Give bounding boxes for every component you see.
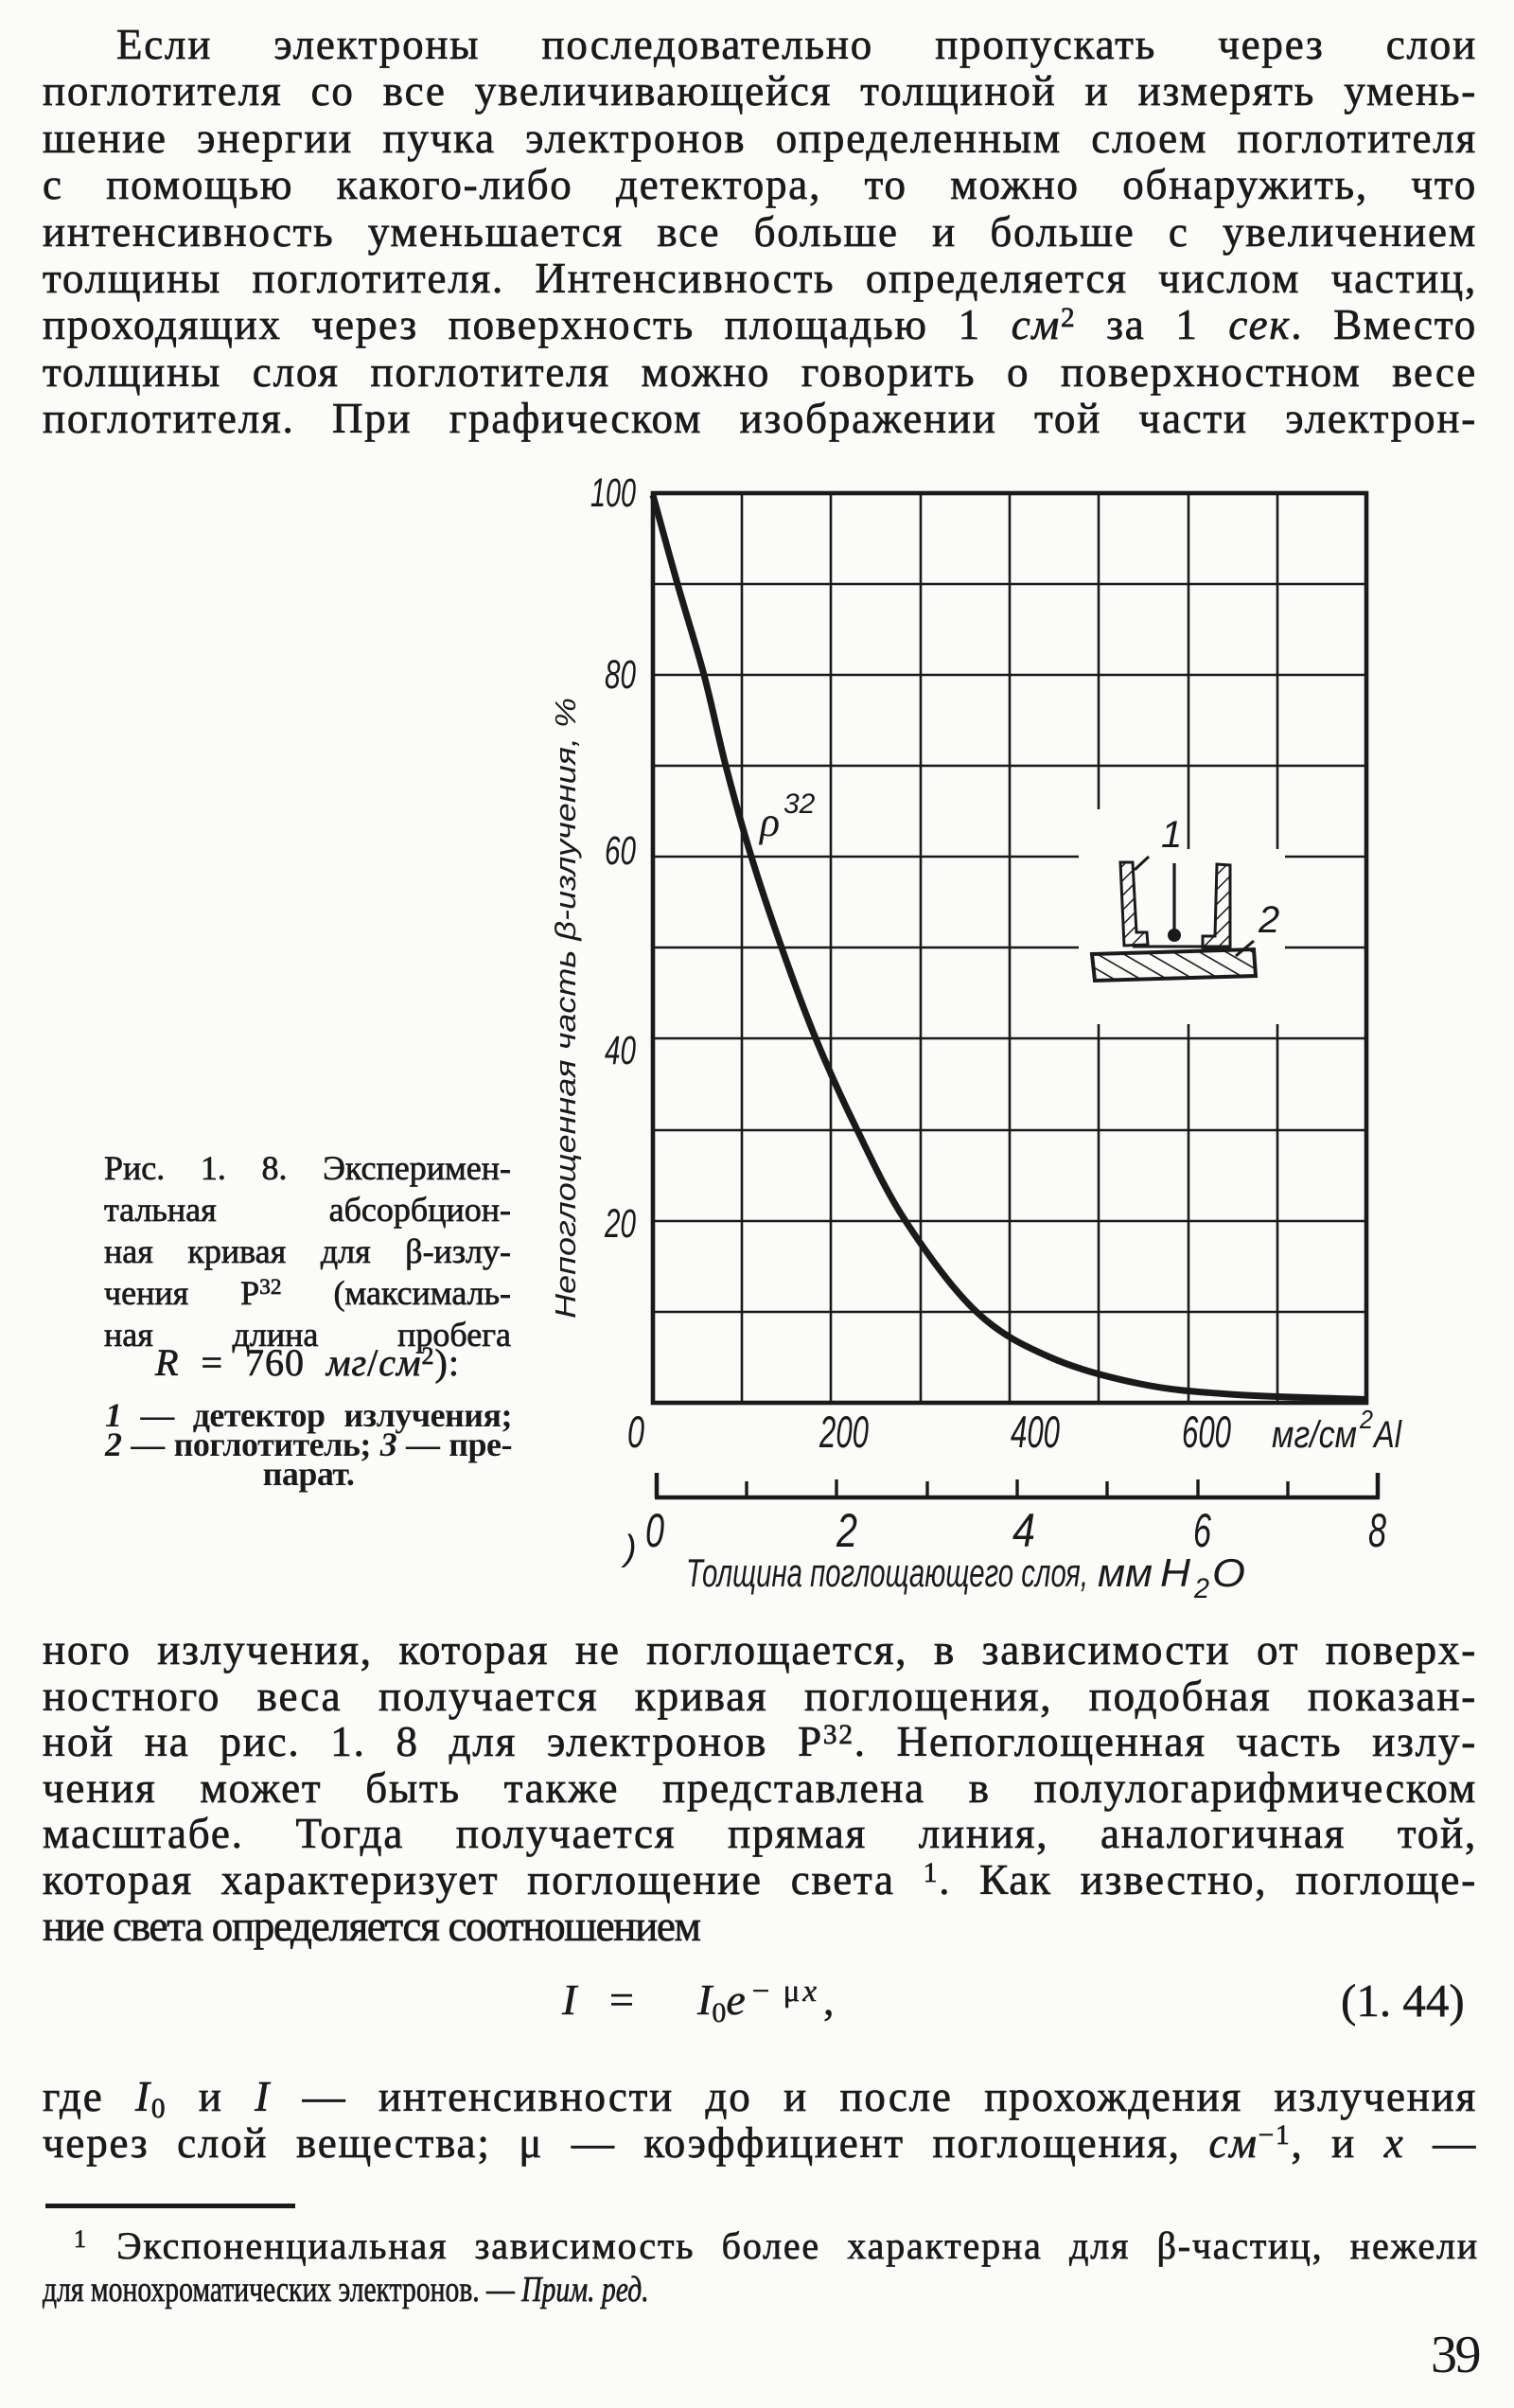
svg-text:0: 0 [627, 1407, 644, 1457]
svg-text:ρ: ρ [758, 799, 780, 845]
svg-text:2: 2 [1359, 1405, 1373, 1434]
svg-text:100: 100 [590, 470, 636, 516]
svg-text:60: 60 [605, 828, 636, 874]
svg-text:8: 8 [1368, 1504, 1386, 1557]
svg-text:2: 2 [836, 1504, 857, 1557]
svg-text:4: 4 [1012, 1504, 1035, 1557]
svg-text:200: 200 [819, 1407, 869, 1457]
svg-text:Аl: Аl [1372, 1414, 1402, 1456]
svg-text:мм: мм [1098, 1550, 1153, 1595]
svg-text:400: 400 [1011, 1407, 1060, 1457]
svg-text:Н: Н [1160, 1550, 1191, 1595]
svg-text:40: 40 [605, 1028, 636, 1073]
svg-text:0: 0 [645, 1504, 664, 1557]
svg-text:): ) [621, 1529, 637, 1568]
svg-text:600: 600 [1182, 1407, 1231, 1457]
svg-text:О: О [1212, 1550, 1245, 1595]
svg-text:20: 20 [604, 1201, 636, 1247]
svg-text:1: 1 [1161, 814, 1182, 856]
svg-text:мг/см: мг/см [1272, 1414, 1357, 1456]
svg-text:6: 6 [1193, 1504, 1211, 1557]
svg-text:32: 32 [783, 788, 816, 820]
svg-text:2: 2 [1193, 1573, 1209, 1604]
svg-text:80: 80 [605, 652, 636, 698]
svg-text:2: 2 [1258, 899, 1279, 941]
svg-text:Непоглощенная часть β-излучени: Непоглощенная часть β-излучения, % [549, 698, 582, 1319]
svg-text:Толщина поглощающего слоя,: Толщина поглощающего слоя, [686, 1550, 1088, 1595]
